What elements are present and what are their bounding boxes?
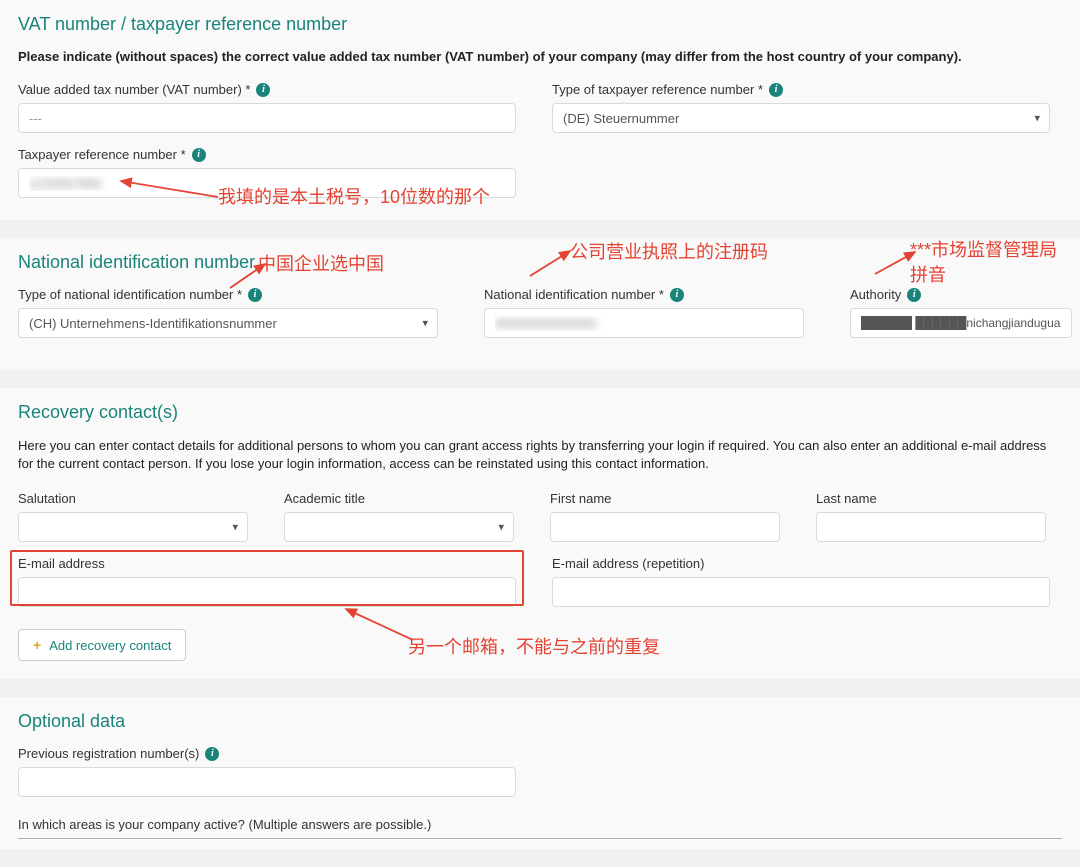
add-recovery-label: Add recovery contact bbox=[49, 638, 171, 653]
nin-number-label: National identification number * bbox=[484, 287, 664, 302]
nin-title: National identification number bbox=[18, 252, 1062, 273]
recovery-title: Recovery contact(s) bbox=[18, 402, 1062, 423]
authority-label: Authority bbox=[850, 287, 901, 302]
nin-type-label: Type of national identification number * bbox=[18, 287, 242, 302]
vat-desc: Please indicate (without spaces) the cor… bbox=[18, 49, 1062, 64]
lastname-input[interactable] bbox=[816, 512, 1046, 542]
salutation-select[interactable] bbox=[18, 512, 248, 542]
add-recovery-button[interactable]: + Add recovery contact bbox=[18, 629, 186, 661]
info-icon[interactable]: i bbox=[907, 288, 921, 302]
vat-section: VAT number / taxpayer reference number P… bbox=[0, 0, 1080, 220]
lastname-label: Last name bbox=[816, 491, 877, 506]
annotation-arrow bbox=[338, 605, 418, 645]
email-label: E-mail address bbox=[18, 556, 105, 571]
taxpayer-type-label: Type of taxpayer reference number * bbox=[552, 82, 763, 97]
info-icon[interactable]: i bbox=[192, 148, 206, 162]
info-icon[interactable]: i bbox=[205, 747, 219, 761]
email-rep-label: E-mail address (repetition) bbox=[552, 556, 704, 571]
vat-number-label: Value added tax number (VAT number) * bbox=[18, 82, 250, 97]
vat-title: VAT number / taxpayer reference number bbox=[18, 14, 1062, 35]
prev-reg-input[interactable] bbox=[18, 767, 516, 797]
academic-label: Academic title bbox=[284, 491, 365, 506]
nin-type-select[interactable] bbox=[18, 308, 438, 338]
taxpayer-ref-label: Taxpayer reference number * bbox=[18, 147, 186, 162]
firstname-input[interactable] bbox=[550, 512, 780, 542]
info-icon[interactable]: i bbox=[670, 288, 684, 302]
nin-section: National identification number 中国企业选中国 公… bbox=[0, 238, 1080, 370]
optional-title: Optional data bbox=[18, 711, 1062, 732]
prev-reg-label: Previous registration number(s) bbox=[18, 746, 199, 761]
areas-label: In which areas is your company active? (… bbox=[18, 817, 431, 832]
nin-number-input[interactable] bbox=[484, 308, 804, 338]
info-icon[interactable]: i bbox=[248, 288, 262, 302]
divider bbox=[18, 838, 1062, 839]
recovery-desc: Here you can enter contact details for a… bbox=[18, 437, 1062, 473]
vat-number-input[interactable] bbox=[18, 103, 516, 133]
annotation-text: 另一个邮箱，不能与之前的重复 bbox=[408, 633, 660, 659]
info-icon[interactable]: i bbox=[769, 83, 783, 97]
academic-select[interactable] bbox=[284, 512, 514, 542]
email-rep-input[interactable] bbox=[552, 577, 1050, 607]
salutation-label: Salutation bbox=[18, 491, 76, 506]
firstname-label: First name bbox=[550, 491, 611, 506]
info-icon[interactable]: i bbox=[256, 83, 270, 97]
email-input[interactable] bbox=[18, 577, 516, 607]
taxpayer-type-select[interactable] bbox=[552, 103, 1050, 133]
plus-icon: + bbox=[33, 637, 41, 653]
authority-input[interactable] bbox=[850, 308, 1072, 338]
taxpayer-ref-input[interactable] bbox=[18, 168, 516, 198]
recovery-section: Recovery contact(s) Here you can enter c… bbox=[0, 388, 1080, 679]
